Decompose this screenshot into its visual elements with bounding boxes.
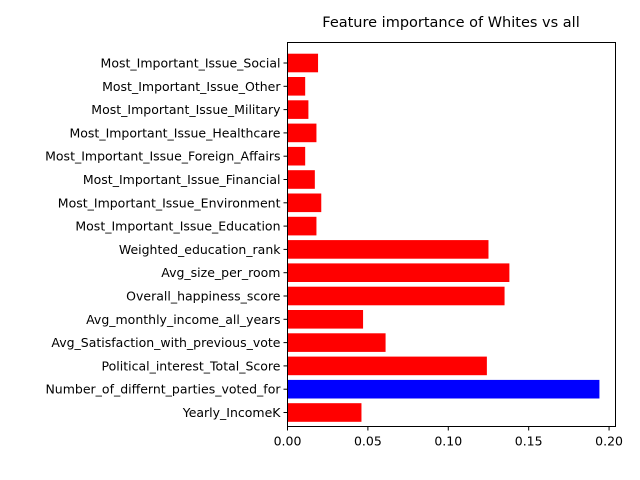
bars-group bbox=[287, 53, 600, 422]
bar-most-important-issue-social bbox=[287, 53, 319, 73]
category-label: Most_Important_Issue_Social bbox=[101, 56, 281, 71]
bar-most-important-issue-environment bbox=[287, 193, 322, 213]
category-label: Number_of_differnt_parties_voted_for bbox=[45, 382, 281, 397]
category-label: Most_Important_Issue_Foreign_Affairs bbox=[45, 149, 280, 164]
bar-avg-satisfaction-with-previous-vote bbox=[287, 333, 386, 352]
bar-political-interest-total-score bbox=[287, 356, 487, 376]
bar-most-important-issue-financial bbox=[287, 170, 315, 189]
category-label: Most_Important_Issue_Financial bbox=[83, 172, 281, 187]
chart-title: Feature importance of Whites vs all bbox=[322, 15, 579, 31]
x-tick-label: 0.20 bbox=[595, 434, 623, 449]
x-tick-label: 0.10 bbox=[434, 434, 462, 449]
bar-yearly-incomek bbox=[287, 403, 362, 422]
bar-number-of-differnt-parties-voted-for bbox=[287, 379, 600, 399]
category-label: Avg_size_per_room bbox=[161, 265, 280, 280]
x-tick-label: 0.15 bbox=[515, 434, 543, 449]
bar-most-important-issue-foreign-affairs bbox=[287, 146, 306, 166]
bar-weighted-education-rank bbox=[287, 240, 489, 259]
category-label: Political_interest_Total_Score bbox=[102, 358, 281, 373]
category-label: Most_Important_Issue_Other bbox=[102, 79, 281, 94]
category-label: Overall_happiness_score bbox=[126, 289, 281, 304]
category-label: Most_Important_Issue_Environment bbox=[58, 195, 281, 210]
x-axis-ticks: 0.00 0.05 0.10 0.15 0.20 bbox=[274, 426, 623, 449]
category-label: Most_Important_Issue_Education bbox=[75, 219, 280, 234]
bar-avg-monthly-income-all-years bbox=[287, 310, 364, 329]
bar-most-important-issue-healthcare bbox=[287, 123, 317, 143]
category-label: Most_Important_Issue_Healthcare bbox=[69, 125, 280, 140]
bar-most-important-issue-military bbox=[287, 100, 309, 119]
x-tick-label: 0.05 bbox=[354, 434, 382, 449]
category-label: Avg_monthly_income_all_years bbox=[86, 312, 280, 327]
x-tick-label: 0.00 bbox=[274, 434, 302, 449]
category-labels: Most_Important_Issue_Social Most_Importan… bbox=[45, 56, 288, 420]
category-label: Yearly_IncomeK bbox=[182, 405, 282, 420]
bar-overall-happiness-score bbox=[287, 286, 505, 306]
category-label: Weighted_education_rank bbox=[119, 242, 281, 257]
category-label: Avg_Satisfaction_with_previous_vote bbox=[51, 335, 280, 350]
bar-most-important-issue-other bbox=[287, 77, 306, 96]
bar-most-important-issue-education bbox=[287, 216, 317, 236]
bar-avg-size-per-room bbox=[287, 263, 510, 282]
category-label: Most_Important_Issue_Military bbox=[91, 102, 281, 117]
plot-frame bbox=[287, 42, 616, 427]
